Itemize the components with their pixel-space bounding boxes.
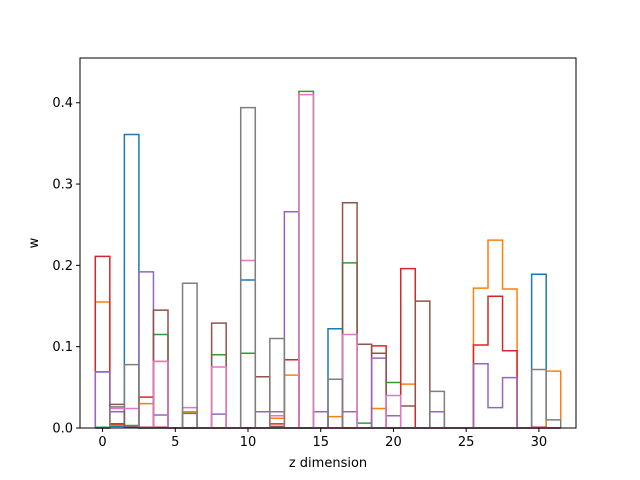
x-tick-label: 0 [98,435,106,450]
y-tick-label: 0.2 [52,259,73,274]
x-tick-label: 15 [312,435,329,450]
x-axis-label: z dimension [289,456,367,471]
y-tick-label: 0.4 [52,96,73,111]
axes-frame [79,57,577,429]
x-tick-label: 5 [171,435,179,450]
y-tick-label: 0.1 [52,340,73,355]
y-axis-label: w [27,237,42,248]
x-axis-ticks: 0 5 10 15 20 25 30 [98,428,547,450]
y-tick-label: 0.3 [52,178,73,193]
series-step-line-7 [95,106,562,429]
y-tick-label: 0.0 [52,422,73,437]
x-tick-label: 25 [458,435,475,450]
plot-area [94,90,562,429]
y-axis-ticks: 0.0 0.1 0.2 0.3 0.4 [52,96,80,437]
x-tick-label: 30 [531,435,548,450]
x-tick-label: 10 [240,435,257,450]
x-tick-label: 20 [385,435,402,450]
